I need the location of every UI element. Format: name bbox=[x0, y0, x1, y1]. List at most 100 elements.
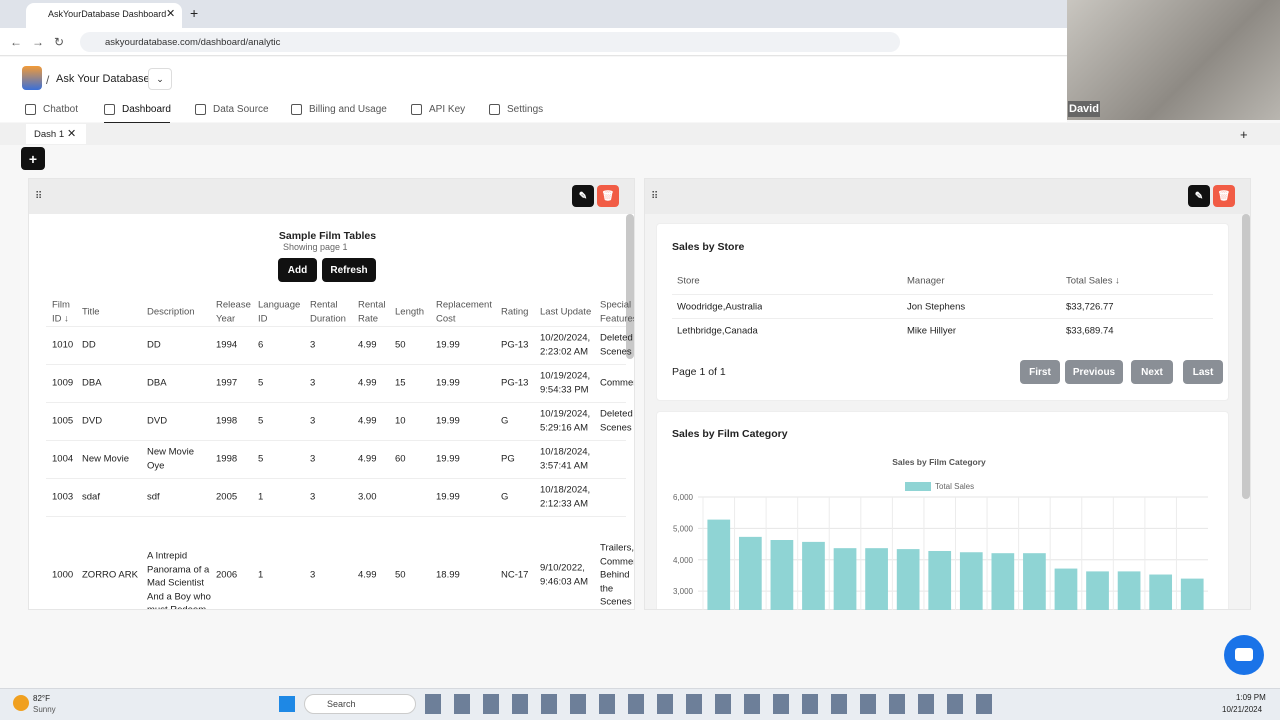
table-cell: 15 bbox=[395, 377, 406, 389]
start-button[interactable] bbox=[279, 696, 295, 712]
nav-icon bbox=[291, 104, 302, 115]
table-cell: 4.99 bbox=[358, 569, 377, 581]
table-cell: 50 bbox=[395, 339, 406, 351]
dash-tab[interactable] bbox=[26, 124, 86, 144]
tab-title: AskYourDatabase Dashboard bbox=[48, 9, 167, 19]
column-header[interactable]: Rental Duration bbox=[310, 299, 346, 325]
category-title: Sales by Film Category bbox=[672, 428, 788, 440]
column-header[interactable]: Total Sales ↓ bbox=[1066, 275, 1120, 287]
table-cell: sdf bbox=[147, 491, 160, 503]
column-header[interactable]: Rental Rate bbox=[358, 299, 386, 325]
table-cell: Deleted Scenes bbox=[600, 332, 633, 358]
table-cell: 3 bbox=[310, 491, 316, 503]
weather-icon bbox=[13, 695, 29, 711]
column-header[interactable]: Special Features bbox=[600, 299, 635, 325]
table-cell: 10/19/2024, 5:29:16 AM bbox=[540, 408, 591, 434]
column-header[interactable]: Rating bbox=[501, 306, 529, 318]
table-cell: G bbox=[501, 491, 509, 503]
table-cell: 4.99 bbox=[358, 453, 377, 465]
table-cell: 5 bbox=[258, 453, 264, 465]
y-tick-label: 3,000 bbox=[673, 587, 694, 596]
drag-handle[interactable]: ⠿ bbox=[651, 191, 659, 202]
column-header[interactable]: Length bbox=[395, 306, 425, 318]
nav-item[interactable]: Chatbot bbox=[43, 104, 79, 115]
drag-handle[interactable]: ⠿ bbox=[35, 191, 43, 202]
scrollbar[interactable] bbox=[1242, 214, 1250, 499]
app-header bbox=[0, 57, 1067, 122]
tab-strip bbox=[0, 0, 1280, 28]
table-cell: 5 bbox=[258, 377, 264, 389]
pager-button[interactable]: Next bbox=[1131, 360, 1173, 384]
nav-item[interactable]: Data Source bbox=[213, 104, 269, 115]
column-header[interactable]: Store bbox=[677, 275, 700, 287]
clock-date: 10/21/2024 bbox=[1222, 705, 1263, 714]
table-cell: 10/18/2024, 3:57:41 AM bbox=[540, 446, 591, 472]
column-header[interactable]: Release Year bbox=[216, 299, 251, 325]
nav-item[interactable]: Billing and Usage bbox=[309, 104, 387, 115]
table-cell: NC-17 bbox=[501, 569, 529, 581]
bar bbox=[1149, 574, 1173, 610]
table-cell: 10/18/2024, 2:12:33 AM bbox=[540, 484, 591, 510]
column-header[interactable]: Title bbox=[82, 306, 100, 318]
table-cell: DD bbox=[82, 339, 96, 351]
taskbar-apps[interactable] bbox=[425, 694, 1005, 714]
pager-button[interactable]: First bbox=[1020, 360, 1060, 384]
pager-button[interactable]: Last bbox=[1183, 360, 1223, 384]
tab-close[interactable]: ✕ bbox=[166, 8, 176, 20]
bar bbox=[707, 519, 731, 610]
bar bbox=[991, 553, 1015, 610]
edit-button[interactable]: ✎ bbox=[1188, 185, 1210, 207]
column-header[interactable]: Last Update bbox=[540, 306, 592, 318]
search-box[interactable] bbox=[304, 694, 416, 714]
webcam-tag bbox=[1068, 101, 1100, 117]
add-button[interactable]: Add bbox=[278, 258, 317, 282]
table-cell: 9/10/2022, 9:46:03 AM bbox=[540, 562, 589, 588]
table-cell: 3 bbox=[310, 377, 316, 389]
scrollbar[interactable] bbox=[626, 214, 634, 359]
nav-item[interactable]: Settings bbox=[507, 104, 544, 115]
dash-tabs bbox=[0, 123, 1280, 145]
column-header[interactable]: Film ID ↓ bbox=[52, 299, 70, 325]
add-widget[interactable]: + bbox=[21, 147, 45, 170]
nav-icon bbox=[411, 104, 422, 115]
table-cell: 19.99 bbox=[436, 453, 460, 465]
delete-button[interactable]: 🗑 bbox=[597, 185, 619, 207]
nav-item[interactable]: API Key bbox=[429, 104, 466, 115]
row-divider bbox=[46, 364, 626, 365]
table-cell: Deleted Scenes bbox=[600, 408, 633, 434]
table-cell: 1004 bbox=[52, 453, 74, 465]
bar bbox=[1086, 571, 1109, 610]
url-field[interactable] bbox=[80, 32, 900, 52]
table-cell: Commentaries bbox=[600, 377, 635, 389]
bar bbox=[1054, 568, 1078, 610]
table-cell: DD bbox=[147, 339, 161, 351]
row-divider bbox=[46, 326, 626, 327]
nav-buttons[interactable]: ← → ↻ bbox=[10, 35, 65, 49]
column-header[interactable]: Manager bbox=[907, 275, 945, 287]
column-header[interactable]: Language ID bbox=[258, 299, 301, 325]
table-cell: 1997 bbox=[216, 377, 238, 389]
refresh-button[interactable]: Refresh bbox=[322, 258, 376, 282]
new-tab[interactable]: + bbox=[190, 5, 199, 21]
delete-button[interactable]: 🗑 bbox=[1213, 185, 1235, 207]
webcam-name: David bbox=[1069, 103, 1099, 115]
pager-button[interactable]: Previous bbox=[1065, 360, 1123, 384]
page-info: Page 1 of 1 bbox=[672, 366, 726, 378]
nav-item[interactable]: Dashboard bbox=[122, 104, 171, 115]
column-header[interactable]: Replacement Cost bbox=[436, 299, 492, 325]
dash-tab-close[interactable]: ✕ bbox=[67, 128, 77, 140]
dash-tab-label: Dash 1 bbox=[34, 129, 65, 140]
edit-button[interactable]: ✎ bbox=[572, 185, 594, 207]
table-cell: 1 bbox=[258, 491, 264, 503]
bar bbox=[833, 548, 857, 610]
column-header[interactable]: Description bbox=[147, 306, 195, 318]
table-cell: PG bbox=[501, 453, 515, 465]
table-cell: 1005 bbox=[52, 415, 74, 427]
add-dash[interactable]: + bbox=[1240, 127, 1248, 142]
separator: / bbox=[46, 73, 50, 87]
row-divider bbox=[46, 516, 626, 517]
active-tab[interactable] bbox=[26, 3, 182, 28]
brand-menu[interactable]: ⌄ bbox=[148, 68, 172, 90]
table-cell: Woodridge,Australia bbox=[677, 301, 763, 313]
